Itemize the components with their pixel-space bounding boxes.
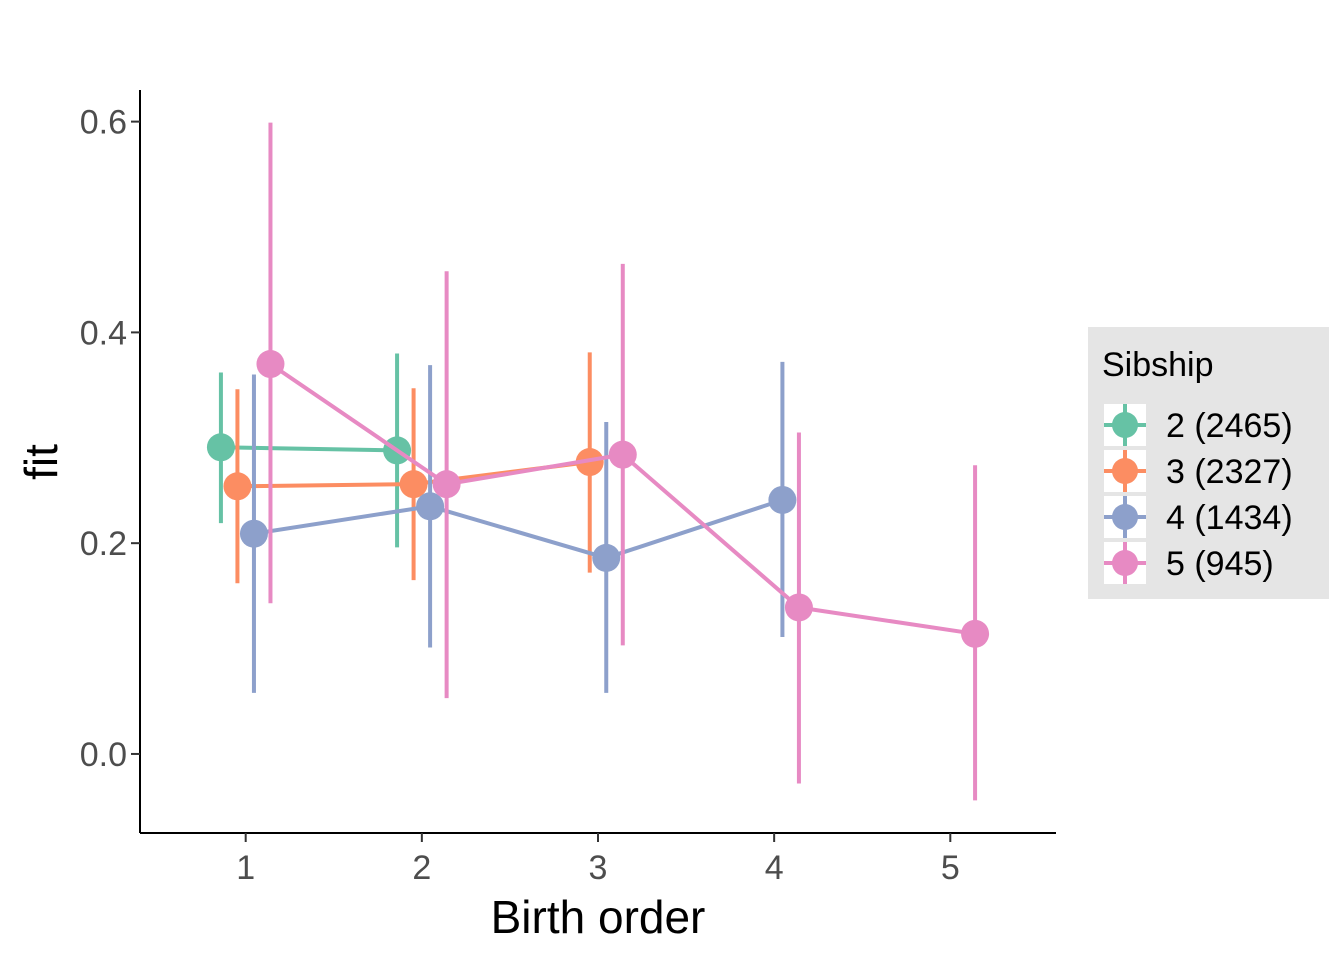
x-tick-label: 4 [765, 849, 784, 887]
legend-title: Sibship [1102, 346, 1214, 384]
legend-label: 3 (2327) [1166, 453, 1293, 491]
x-axis-title: Birth order [491, 891, 706, 943]
data-point [432, 470, 461, 499]
x-axis-ticks: 1 2 3 4 5 [236, 833, 960, 887]
y-tick-label: 0.6 [80, 104, 127, 142]
data-point [256, 350, 285, 379]
data-point [768, 485, 797, 514]
data-point [784, 593, 813, 622]
legend-item: 5 (945) [1104, 542, 1274, 584]
data-point [592, 543, 621, 572]
legend-key-point [1112, 412, 1138, 438]
x-tick-label: 3 [589, 849, 608, 887]
series-4 [256, 122, 990, 801]
x-tick-label: 5 [941, 849, 960, 887]
y-tick-label: 0.0 [80, 736, 127, 774]
legend-key-point [1112, 550, 1138, 576]
legend: Sibship 2 (2465) 3 (2327) 4 (1434) 5 (945) [1088, 327, 1329, 599]
legend-key-point [1112, 458, 1138, 484]
y-axis-ticks: 0.0 0.2 0.4 0.6 [80, 104, 140, 774]
legend-item: 3 (2327) [1104, 450, 1293, 492]
x-tick-label: 2 [412, 849, 431, 887]
data-point [239, 519, 268, 548]
series-line [253, 498, 784, 560]
data-point [223, 472, 252, 501]
legend-label: 4 (1434) [1166, 499, 1293, 537]
plot-marks [206, 122, 990, 801]
legend-label: 5 (945) [1166, 545, 1274, 583]
series-line [220, 445, 398, 453]
y-axis-title: fit [15, 444, 67, 480]
series-3 [239, 361, 797, 693]
legend-label: 2 (2465) [1166, 407, 1293, 445]
y-tick-label: 0.4 [80, 314, 127, 352]
legend-item: 2 (2465) [1104, 404, 1293, 446]
legend-key-point [1112, 504, 1138, 530]
data-point [961, 619, 990, 648]
x-tick-label: 1 [236, 849, 255, 887]
legend-items: 2 (2465) 3 (2327) 4 (1434) 5 (945) [1104, 404, 1293, 584]
legend-item: 4 (1434) [1104, 496, 1293, 538]
data-point [416, 492, 445, 521]
data-point [608, 440, 637, 469]
y-tick-label: 0.2 [80, 525, 127, 563]
data-point [399, 470, 428, 499]
data-point [206, 433, 235, 462]
